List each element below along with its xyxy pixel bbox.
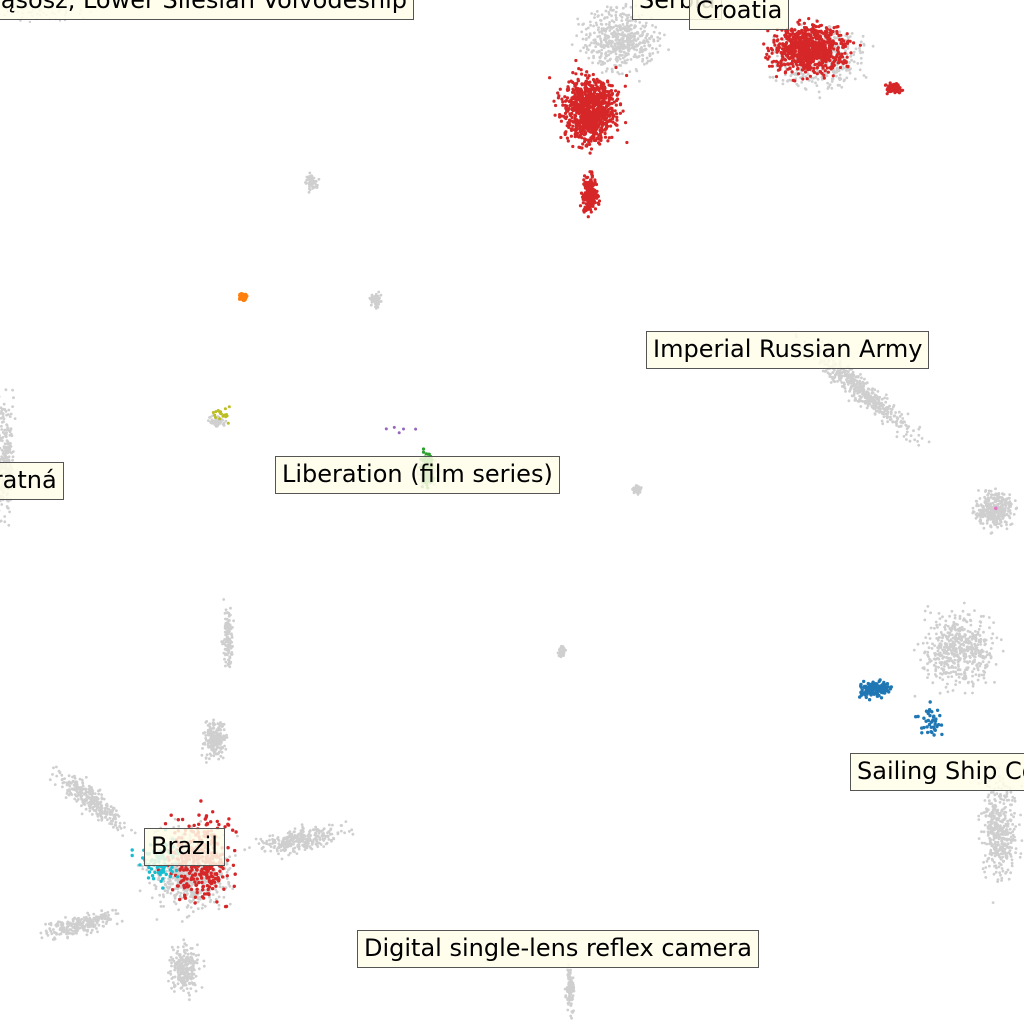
- grey-brazil-arm-nw: [48, 765, 137, 837]
- red-croatia-small: [883, 81, 905, 96]
- label-digital-slr-camera: Digital single-lens reflex camera: [357, 930, 759, 969]
- label-liberation-film-series: Liberation (film series): [275, 456, 560, 495]
- label-wasosz: Wąsosz, Lower Silesian Voivodeship: [0, 0, 414, 21]
- grey-right-cluster: [971, 487, 1019, 535]
- blue-sailing-tail: [914, 700, 944, 737]
- grey-vertical-left: [220, 598, 236, 669]
- red-serbia-cluster: [548, 58, 629, 155]
- grey-brazil-arm-sw: [39, 908, 124, 941]
- grey-brazil-arm-n: [200, 718, 229, 764]
- pink-dot: [994, 506, 998, 511]
- grey-small-1: [304, 171, 321, 194]
- label-imperial-russian-army: Imperial Russian Army: [646, 331, 930, 370]
- purple-scatter: [384, 425, 418, 435]
- label-sailing-ship-company: Sailing Ship Company: [850, 753, 1024, 792]
- red-croatia-cluster: [762, 17, 863, 83]
- grey-olive-area: [207, 414, 228, 428]
- grey-bottom-stem: [563, 956, 576, 1020]
- olive-cluster: [211, 405, 231, 425]
- grey-small-2: [368, 290, 383, 310]
- grey-right-mid: [912, 601, 1005, 698]
- grey-diag-arm: [794, 333, 931, 447]
- grey-left-edge: [0, 388, 17, 527]
- orange-cluster: [238, 292, 249, 303]
- label-brazil: Brazil: [144, 828, 225, 867]
- label-ostratna: Ostratná: [0, 462, 64, 501]
- blue-sailing-ship: [858, 678, 893, 702]
- red-serbia-tail: [578, 170, 602, 219]
- grey-small-3: [631, 484, 643, 496]
- grey-brazil-arm-e: [243, 820, 355, 861]
- grey-brazil-arm-s: [167, 938, 206, 1002]
- label-croatia: Croatia: [689, 0, 790, 31]
- grey-small-4: [556, 644, 567, 659]
